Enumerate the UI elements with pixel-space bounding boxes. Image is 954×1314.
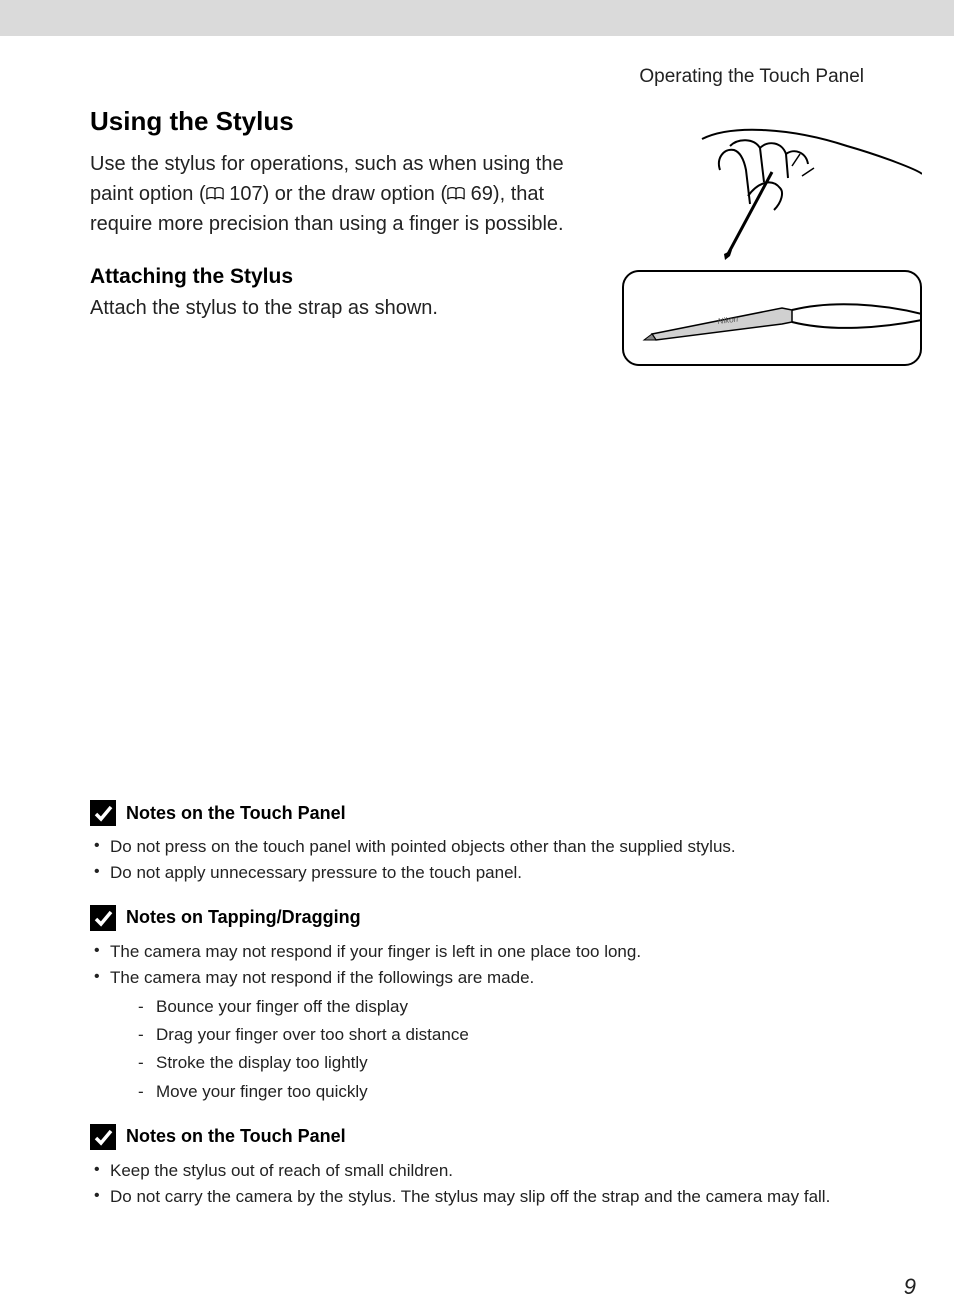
note-sub-item: Drag your finger over too short a distan… <box>138 1021 864 1049</box>
note-sub-item: Stroke the display too lightly <box>138 1049 864 1077</box>
note-section: Notes on Tapping/Dragging The camera may… <box>90 905 864 1106</box>
note-title: Notes on the Touch Panel <box>126 1126 346 1147</box>
note-bullet: Do not press on the touch panel with poi… <box>94 834 864 860</box>
notes-container: Notes on the Touch Panel Do not press on… <box>90 800 864 1210</box>
page-number: 9 <box>904 1274 916 1300</box>
strap-stylus-illustration: Nikon <box>622 270 922 366</box>
note-section: Notes on the Touch Panel Do not press on… <box>90 800 864 887</box>
note-bullet-list: Keep the stylus out of reach of small ch… <box>90 1158 864 1211</box>
note-bullet: The camera may not respond if the follow… <box>94 965 864 1106</box>
note-bullet-text: The camera may not respond if the follow… <box>110 968 534 987</box>
note-bullet: The camera may not respond if your finge… <box>94 939 864 965</box>
note-bullet: Keep the stylus out of reach of small ch… <box>94 1158 864 1184</box>
hand-stylus-illustration <box>622 124 922 264</box>
note-sub-item: Move your finger too quickly <box>138 1078 864 1106</box>
note-title: Notes on Tapping/Dragging <box>126 907 361 928</box>
note-bullet: Do not carry the camera by the stylus. T… <box>94 1184 864 1210</box>
book-ref-icon <box>447 187 465 201</box>
note-bullet-list: The camera may not respond if your finge… <box>90 939 864 1106</box>
intro-ref2: 69 <box>465 183 493 205</box>
intro-paragraph: Use the stylus for operations, such as w… <box>90 149 610 239</box>
note-sub-item: Bounce your finger off the display <box>138 993 864 1021</box>
note-bullet-list: Do not press on the touch panel with poi… <box>90 834 864 887</box>
note-sub-list: Bounce your finger off the display Drag … <box>110 993 864 1105</box>
book-ref-icon <box>206 187 224 201</box>
manual-page: Operating the Touch Panel Using the Styl… <box>0 36 954 1314</box>
note-title: Notes on the Touch Panel <box>126 803 346 824</box>
note-section: Notes on the Touch Panel Keep the stylus… <box>90 1124 864 1211</box>
caution-check-icon <box>90 905 116 931</box>
intro-text-mid: ) or the draw option ( <box>263 183 448 205</box>
caution-check-icon <box>90 1124 116 1150</box>
caution-check-icon <box>90 800 116 826</box>
intro-ref1: 107 <box>224 183 263 205</box>
note-bullet: Do not apply unnecessary pressure to the… <box>94 860 864 886</box>
section-header: Operating the Touch Panel <box>90 66 864 88</box>
